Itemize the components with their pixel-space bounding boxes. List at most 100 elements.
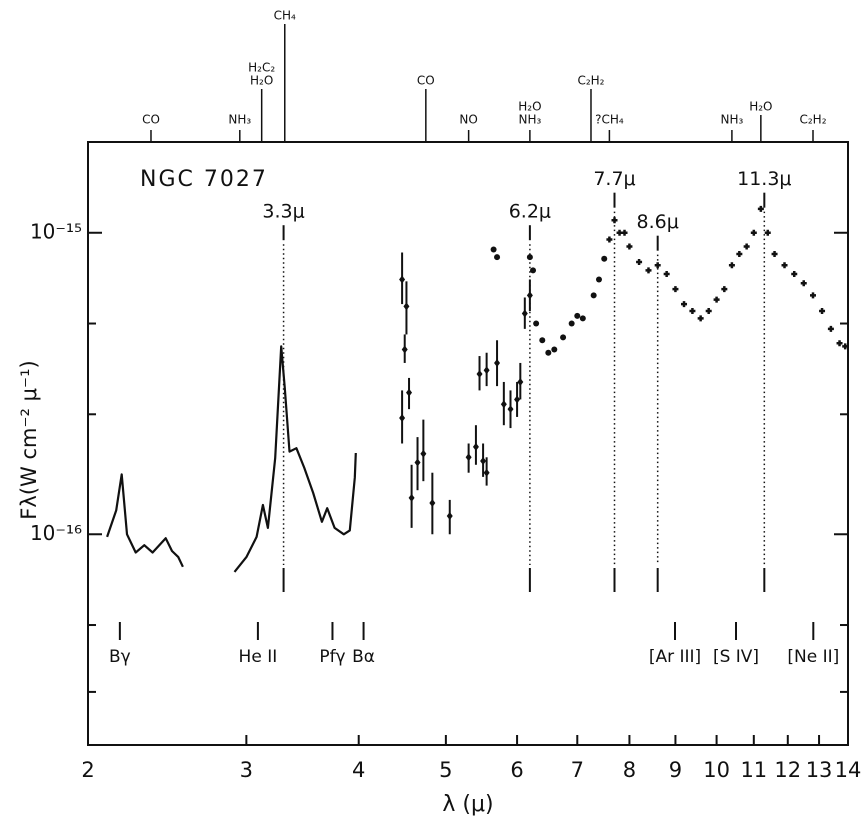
data-point [420,449,427,458]
band-label: NH₃ [518,113,541,127]
data-point [689,308,696,315]
x-tick-label: 11 [740,758,767,782]
data-point [574,312,581,319]
data-point [728,262,735,269]
data-point [743,243,750,250]
data-point [465,453,472,462]
data-point [601,255,608,262]
data-point [500,400,507,409]
band-label: H₂O [250,74,273,88]
feature-label: 3.3μ [262,201,304,223]
data-point [781,262,788,269]
band-label: CO [142,113,160,127]
data-point [842,343,849,350]
band-label: NO [459,113,477,127]
data-point [705,308,712,315]
data-point [750,229,757,236]
data-point [403,302,410,311]
data-point [606,236,613,243]
y-tick-label: 10⁻¹⁵ [30,219,82,243]
x-tick-label: 2 [81,758,94,782]
line-id-label: He II [239,647,278,667]
data-point [663,270,670,277]
y-axis-label: Fλ(W cm⁻² μ⁻¹) [17,360,41,519]
data-point [595,276,602,283]
data-point [446,511,453,520]
band-label: NH₃ [720,113,743,127]
x-tick-label: 9 [669,758,682,782]
data-point [764,229,771,236]
line-id-label: [Ar III] [649,647,701,667]
data-point [494,358,501,367]
data-point [399,275,406,284]
data-point [533,320,540,327]
data-point [590,292,597,299]
x-tick-label: 10 [703,758,730,782]
data-point [401,345,408,354]
line-id-label: [Ne II] [787,647,839,667]
feature-label: 6.2μ [509,201,551,223]
data-point [514,395,521,404]
x-tick-label: 8 [623,758,636,782]
feature-label: 7.7μ [593,168,635,190]
data-point [406,388,413,397]
data-point [697,315,704,322]
data-point [611,217,618,224]
x-tick-label: 3 [240,758,253,782]
line-id-label: Bγ [109,647,131,667]
data-point [399,414,406,423]
x-tick-label: 14 [835,758,862,782]
x-tick-label: 5 [439,758,452,782]
band-label: C₂H₂ [577,74,604,88]
data-point [791,270,798,277]
band-label: H₂O [518,100,541,114]
band-label: CH₄ [274,9,296,23]
data-point [490,246,497,253]
line-id-label: Pfγ [319,647,345,667]
data-point [521,309,528,318]
feature-label: 11.3μ [737,168,791,190]
data-point [645,267,652,274]
spectrum-line [106,473,184,568]
data-point [476,370,483,379]
data-point [757,205,764,212]
data-point [836,340,843,347]
x-tick-label: 7 [571,758,584,782]
data-point [681,301,688,308]
data-point [483,366,490,375]
x-tick-label: 13 [806,758,833,782]
data-point [621,229,628,236]
data-point [551,346,558,353]
y-tick-label: 10⁻¹⁶ [30,521,82,545]
data-point [526,254,533,261]
band-label: H₂O [749,100,772,114]
band-label: ?CH₄ [595,113,624,127]
data-point [414,458,421,467]
data-point [526,291,533,300]
band-label: CO [417,74,435,88]
data-point [483,468,490,477]
data-point [472,442,479,451]
x-tick-label: 6 [510,758,523,782]
data-point [507,405,514,414]
data-point [429,498,436,507]
data-point [721,286,728,293]
data-point [827,325,834,332]
data-point [560,334,567,341]
spectrum-line [233,345,357,573]
data-point [408,493,415,502]
data-point [800,280,807,287]
data-point [568,320,575,327]
data-point [626,243,633,250]
data-point [539,337,546,344]
data-point [771,251,778,258]
data-point [636,258,643,265]
line-id-label: [S IV] [713,647,759,667]
x-axis-label: λ (μ) [442,792,493,817]
x-tick-label: 12 [774,758,801,782]
data-point [545,349,552,356]
data-point [530,267,537,274]
feature-label: 8.6μ [637,211,679,233]
